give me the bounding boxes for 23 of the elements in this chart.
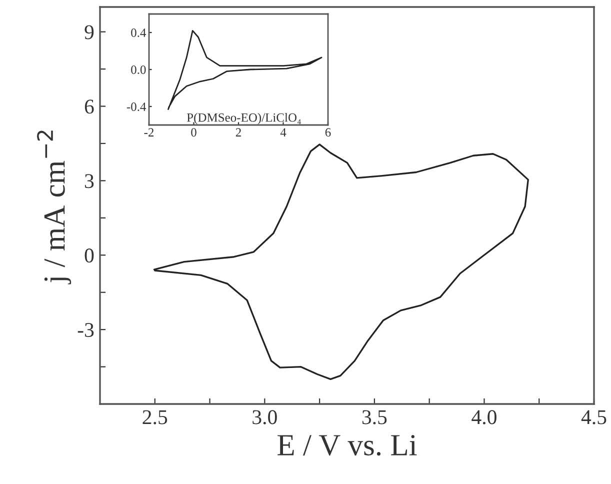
x-tick-label: 4.0	[472, 410, 496, 424]
x-tick-label: 2.5	[142, 410, 168, 424]
x-axis-title: E / V vs. Li	[278, 434, 417, 456]
y-axis-title: j / mA cm$^{−2}$	[37, 130, 72, 284]
annotation: P(DMSeo-EO)/LiClO₄	[186, 112, 301, 124]
line-series	[168, 30, 322, 110]
y-tick-label: 9	[84, 25, 94, 40]
x-tick-label: -2	[144, 128, 154, 136]
y-tick-label: -3	[78, 322, 94, 337]
y-tick-label: 3	[85, 174, 94, 188]
x-tick-label: 6	[325, 128, 331, 137]
x-tick-label: 3.5	[362, 410, 387, 424]
line-series	[153, 144, 529, 380]
x-tick-label: 4	[280, 128, 286, 136]
y-tick-label: 6	[84, 100, 94, 114]
x-tick-label: 2	[236, 128, 241, 136]
x-tick-label: 4.5	[581, 410, 606, 424]
y-tick-label: 0	[84, 248, 94, 263]
y-tick-label: 0.4	[131, 28, 146, 38]
y-tick-label: 0.0	[131, 66, 146, 74]
x-tick-label: 3.0	[252, 410, 277, 424]
x-tick-label: 0	[191, 128, 196, 137]
y-tick-label: -0.4	[126, 102, 146, 112]
